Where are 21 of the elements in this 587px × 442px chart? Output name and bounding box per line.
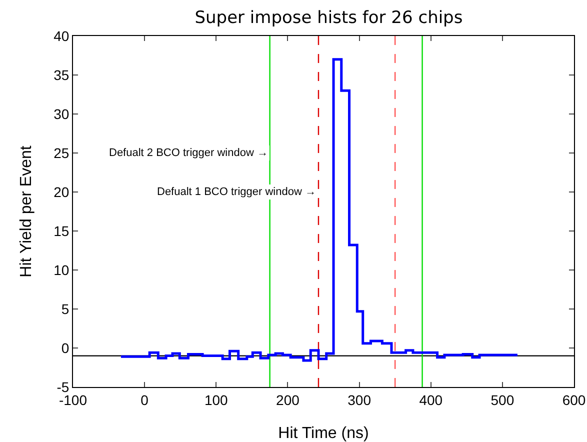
y-tick-label: 35 — [54, 66, 70, 83]
x-axis-title: Hit Time (ns) — [278, 425, 369, 442]
x-tick-label: 600 — [562, 392, 586, 408]
x-tick-label: 200 — [276, 392, 300, 408]
y-tick-label: 25 — [54, 144, 70, 161]
x-tick-label: 0 — [140, 392, 149, 408]
y-tick-label: 40 — [54, 28, 70, 44]
y-tick-label: 10 — [54, 262, 70, 278]
y-tick-label: 0 — [61, 340, 70, 356]
x-tick-label: 500 — [490, 392, 514, 408]
y-tick-label: 20 — [54, 184, 70, 200]
y-tick-label: 5 — [61, 300, 70, 317]
annotation: Defualt 1 BCO trigger window → — [157, 186, 316, 198]
chart-title: Super impose hists for 26 chips — [194, 8, 463, 28]
x-tick-label: 400 — [419, 392, 443, 408]
x-tick-label: 300 — [348, 392, 372, 408]
y-tick-label: 30 — [54, 106, 70, 122]
x-tick-label: 100 — [204, 392, 228, 408]
y-tick-label: 15 — [54, 222, 70, 239]
y-axis-title: Hit Yield per Event — [18, 145, 35, 278]
annotation: Defualt 2 BCO trigger window → — [109, 147, 268, 159]
